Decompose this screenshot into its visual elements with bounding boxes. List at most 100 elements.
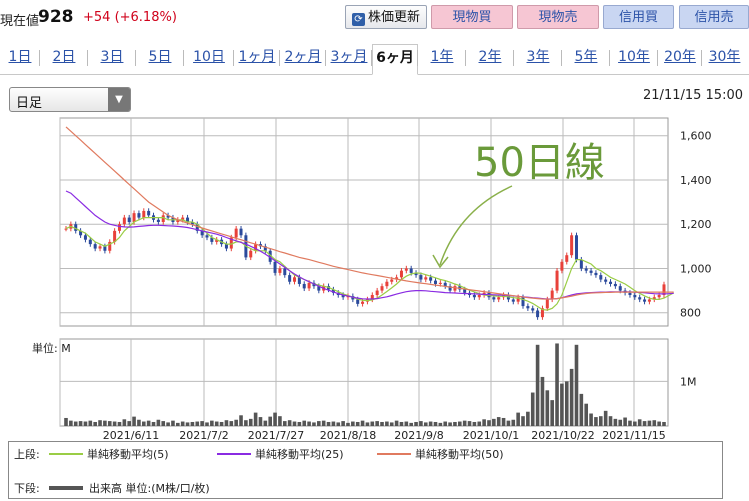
tab-period[interactable]: 5日 <box>148 49 172 65</box>
volume-bar <box>550 400 554 426</box>
tab-period[interactable]: 1日 <box>8 49 32 65</box>
volume-bar <box>419 421 423 426</box>
candlestick <box>161 215 165 222</box>
volume-bar <box>112 421 117 426</box>
volume-bar <box>642 421 647 426</box>
tab-period[interactable]: 2ヶ月 <box>284 49 322 65</box>
refresh-label: 株価更新 <box>367 10 420 25</box>
volume-bar <box>326 421 331 426</box>
volume-bar <box>569 368 574 426</box>
volume-bar <box>428 421 433 426</box>
volume-bar <box>404 421 409 426</box>
candlestick <box>200 230 204 236</box>
volume-bar <box>564 381 569 426</box>
volume-bar <box>589 413 593 426</box>
tab-period[interactable]: 30年 <box>708 49 741 65</box>
volume-bar <box>375 421 379 426</box>
tab-period[interactable]: 2日 <box>52 49 76 65</box>
volume-bar <box>171 420 175 426</box>
tab-period[interactable]: 5年 <box>574 49 598 65</box>
legend: 上段: 単純移動平均(5) 単純移動平均(25) 単純移動平均(50) 下段: … <box>8 441 723 499</box>
tab-period[interactable]: 20年 <box>664 49 696 65</box>
volume-bar <box>103 420 107 426</box>
chevron-down-icon[interactable]: ▼ <box>108 88 130 111</box>
candlestick <box>142 210 146 218</box>
volume-bar <box>214 421 219 426</box>
volume-bar <box>594 417 598 426</box>
candlestick <box>594 272 598 276</box>
candlestick <box>64 228 68 230</box>
refresh-button[interactable]: ⟳ 株価更新 <box>345 5 427 29</box>
legend-ma25-line <box>217 453 251 455</box>
candlestick <box>288 275 292 282</box>
refresh-icon: ⟳ <box>351 13 365 26</box>
tab-period[interactable]: 10日 <box>193 49 225 65</box>
x-tick-label: 2021/6/11 <box>103 429 159 441</box>
volume-bar <box>501 417 506 426</box>
volume-bar <box>205 422 209 426</box>
stock-chart: 1,600 1,400 1,200 1,000 800 50日線 1M 単位: M 2021/6… <box>32 117 712 441</box>
volume-bar <box>234 419 238 426</box>
candlestick <box>98 246 102 249</box>
tab-period[interactable]: 3年 <box>526 49 550 65</box>
volume-bar <box>657 421 661 426</box>
candlestick <box>647 299 651 302</box>
tab-period[interactable]: 3ヶ月 <box>330 49 368 65</box>
tab-period[interactable]: 1年 <box>430 49 454 65</box>
candlestick <box>565 255 569 262</box>
volume-bar <box>83 421 88 426</box>
volume-bar <box>555 343 559 426</box>
volume-bar <box>385 421 389 426</box>
candlestick <box>584 268 588 271</box>
buy-cash-button[interactable]: 現物買 <box>431 5 513 29</box>
legend-ma25: 単純移動平均(25) <box>255 448 344 461</box>
candlestick <box>589 270 593 273</box>
tab-period[interactable]: 2年 <box>478 49 502 65</box>
margin-sell-button[interactable]: 信用売 <box>679 5 749 29</box>
candlestick <box>657 295 661 298</box>
candlestick <box>618 286 622 291</box>
volume-bar <box>244 420 248 426</box>
volume-bar <box>662 421 666 426</box>
y-tick-label: 1,200 <box>680 218 712 231</box>
volume-bar <box>190 421 195 426</box>
tab-period[interactable]: 1ヶ月 <box>238 49 276 65</box>
volume-bar <box>195 421 200 426</box>
candlestick <box>555 270 559 291</box>
candlestick <box>249 250 253 258</box>
volume-bar <box>219 421 224 426</box>
candlestick <box>404 268 408 271</box>
candlestick <box>147 210 151 216</box>
tab-period[interactable]: 3日 <box>100 49 124 65</box>
volume-bar <box>312 422 316 426</box>
ma25-line <box>65 190 674 300</box>
price-change: +54 (+6.18%) <box>83 10 177 25</box>
volume-unit-label: 単位: M <box>32 341 71 355</box>
volume-bar <box>137 419 141 426</box>
candlestick <box>399 270 403 278</box>
candlestick <box>579 259 583 269</box>
tab-period[interactable]: 10年 <box>618 49 650 65</box>
candlestick <box>361 301 365 304</box>
volume-bar <box>487 420 491 426</box>
volume-bar <box>180 421 185 426</box>
volume-bar <box>341 421 345 426</box>
candlestick <box>604 279 608 282</box>
volume-bar <box>248 418 253 426</box>
volume-bar <box>467 421 472 426</box>
candlestick <box>137 213 141 218</box>
sell-cash-button[interactable]: 現物売 <box>517 5 599 29</box>
volume-bar <box>302 420 307 426</box>
volume-bar <box>73 421 78 426</box>
interval-select[interactable]: 日足 ▼ <box>9 87 131 112</box>
ma5-line <box>65 217 674 311</box>
volume-bar <box>492 418 496 426</box>
current-price: 928 <box>38 7 74 27</box>
volume-bar <box>443 421 448 426</box>
margin-buy-button[interactable]: 信用買 <box>603 5 674 29</box>
volume-bar <box>64 417 68 426</box>
candlestick <box>492 297 496 300</box>
candlestick <box>74 224 78 231</box>
tab-period[interactable]: 6ヶ月 <box>372 44 418 75</box>
volume-bar <box>618 419 623 426</box>
